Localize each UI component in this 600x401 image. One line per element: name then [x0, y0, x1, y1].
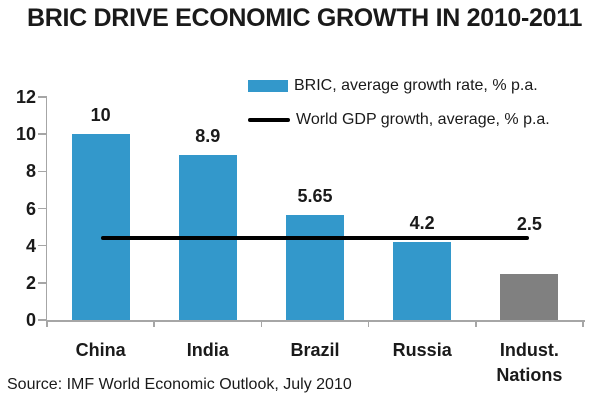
legend-bar-label: BRIC, average growth rate, % p.a. — [294, 77, 538, 94]
x-axis-tick — [46, 320, 48, 327]
legend-line-swatch — [248, 118, 290, 122]
y-tick-label: 8 — [25, 161, 36, 182]
bar-value-label-russia: 4.2 — [409, 212, 435, 233]
category-label-china: China — [75, 340, 126, 360]
y-tick-label: 4 — [25, 235, 36, 256]
y-axis-tick — [38, 96, 46, 98]
y-tick-label: 6 — [25, 198, 36, 219]
source-note: Source: IMF World Economic Outlook, July… — [7, 376, 352, 393]
category-label-india: India — [186, 340, 229, 360]
y-axis-line — [45, 96, 47, 321]
category-label-brazil: Brazil — [290, 340, 340, 360]
y-axis-tick — [38, 244, 46, 247]
legend-bar-swatch — [248, 80, 288, 92]
x-axis-tick — [475, 320, 477, 327]
y-tick-label: 2 — [25, 272, 36, 293]
bar-brazil — [286, 215, 344, 320]
legend-line-label: World GDP growth, average, % p.a. — [296, 111, 550, 128]
y-tick-label: 12 — [15, 87, 36, 107]
bar-indust-nations — [500, 273, 559, 320]
bar-value-label-indust-nations: 2.5 — [516, 214, 542, 235]
legend: BRIC, average growth rate, % p.a. World … — [248, 76, 550, 130]
bar-china — [71, 134, 130, 320]
y-axis-tick — [38, 282, 46, 284]
y-tick-label: 0 — [25, 310, 36, 330]
x-axis-tick — [153, 320, 155, 327]
x-axis-tick — [260, 320, 263, 327]
bar-value-label-india: 8.9 — [195, 125, 221, 146]
category-label-indust-nations: Indust. Nations — [496, 340, 563, 385]
bar-value-label-brazil: 5.65 — [297, 186, 333, 206]
x-axis-tick — [367, 320, 370, 327]
y-axis-tick — [38, 207, 46, 210]
x-axis-line — [45, 320, 585, 322]
y-tick-label: 10 — [15, 124, 36, 145]
y-axis-tick — [38, 319, 46, 321]
x-axis-tick — [582, 320, 584, 327]
bar-russia — [393, 241, 452, 320]
y-axis-tick — [38, 170, 46, 173]
legend-item-bric: BRIC, average growth rate, % p.a. — [248, 76, 550, 96]
bar-value-label-china: 10 — [90, 105, 111, 126]
world-gdp-line — [100, 236, 530, 241]
y-axis-tick — [38, 133, 46, 135]
category-label-russia: Russia — [392, 340, 452, 360]
chart-title: BRIC DRIVE ECONOMIC GROWTH IN 2010-2011 — [27, 4, 583, 32]
legend-item-world-gdp: World GDP growth, average, % p.a. — [248, 110, 550, 130]
